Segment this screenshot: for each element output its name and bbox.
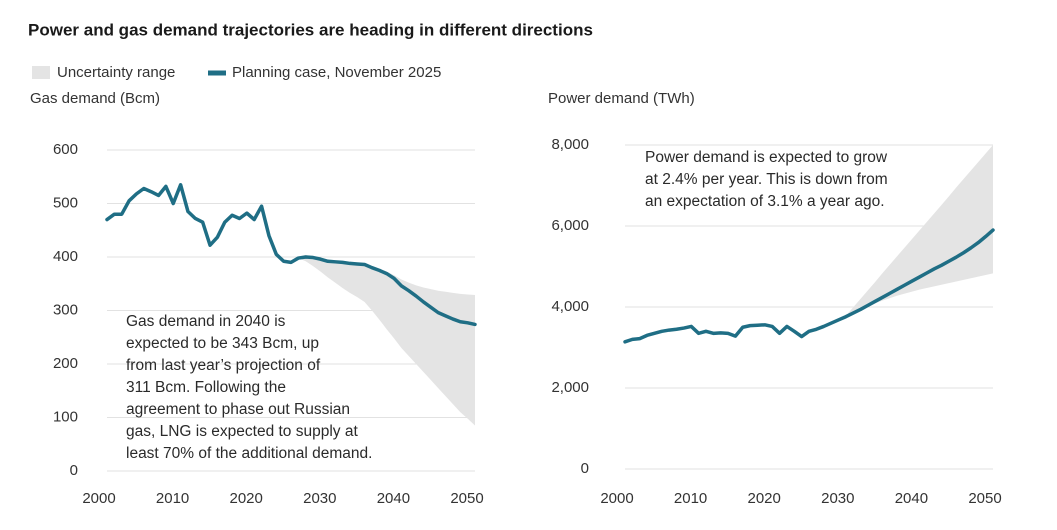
x-tick-label: 2050 bbox=[450, 490, 483, 507]
x-tick-label: 2040 bbox=[377, 490, 410, 507]
y-tick-label: 100 bbox=[53, 408, 78, 425]
annotation: agreement to phase out Russian bbox=[126, 401, 350, 418]
annotation: Power demand is expected to grow bbox=[645, 149, 888, 166]
annotation: expected to be 343 Bcm, up bbox=[126, 335, 319, 352]
y-tick-label: 8,000 bbox=[551, 136, 589, 153]
y-tick-label: 2,000 bbox=[551, 379, 589, 396]
annotation: an expectation of 3.1% a year ago. bbox=[645, 193, 885, 210]
annotation: least 70% of the additional demand. bbox=[126, 445, 372, 462]
x-tick-label: 2000 bbox=[600, 490, 633, 507]
x-tick-label: 2030 bbox=[303, 490, 336, 507]
y-tick-label: 0 bbox=[70, 462, 78, 479]
annotation: at 2.4% per year. This is down from bbox=[645, 171, 888, 188]
annotation: from last year’s projection of bbox=[126, 357, 321, 374]
y-tick-label: 4,000 bbox=[551, 298, 589, 315]
x-tick-label: 2020 bbox=[748, 490, 781, 507]
y-axis-title: Power demand (TWh) bbox=[548, 90, 695, 107]
y-tick-label: 500 bbox=[53, 194, 78, 211]
annotation: gas, LNG is expected to supply at bbox=[126, 423, 358, 440]
uncertainty-band bbox=[845, 145, 993, 318]
annotation: 311 Bcm. Following the bbox=[126, 379, 286, 396]
x-tick-label: 2030 bbox=[821, 490, 854, 507]
annotation: Gas demand in 2040 is bbox=[126, 313, 286, 330]
uncertainty-band bbox=[298, 254, 475, 426]
y-tick-label: 600 bbox=[53, 141, 78, 158]
x-tick-label: 2000 bbox=[82, 490, 115, 507]
x-tick-label: 2010 bbox=[674, 490, 707, 507]
line bbox=[623, 228, 995, 344]
y-tick-label: 300 bbox=[53, 301, 78, 318]
x-tick-label: 2010 bbox=[156, 490, 189, 507]
y-axis-title: Gas demand (Bcm) bbox=[30, 90, 160, 107]
x-tick-label: 2020 bbox=[230, 490, 263, 507]
legend-label: Planning case, November 2025 bbox=[232, 64, 441, 81]
y-tick-label: 0 bbox=[581, 460, 589, 477]
legend-swatch bbox=[32, 66, 50, 79]
y-tick-label: 200 bbox=[53, 355, 78, 372]
x-tick-label: 2040 bbox=[895, 490, 928, 507]
y-tick-label: 6,000 bbox=[551, 217, 589, 234]
line bbox=[105, 183, 477, 327]
chart-title: Power and gas demand trajectories are he… bbox=[28, 20, 593, 39]
y-tick-label: 400 bbox=[53, 248, 78, 265]
x-tick-label: 2050 bbox=[968, 490, 1001, 507]
legend-label: Uncertainty range bbox=[57, 64, 175, 81]
